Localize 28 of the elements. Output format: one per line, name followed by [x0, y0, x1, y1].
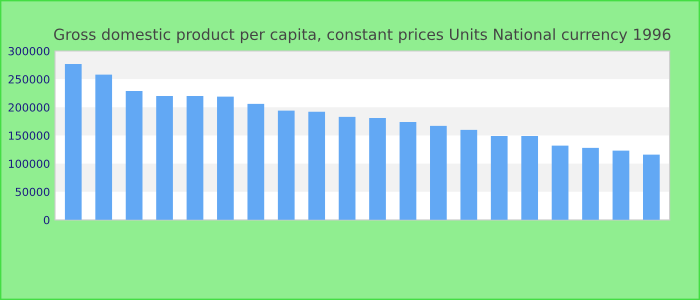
bar [217, 96, 234, 220]
y-tick-label: 0 [44, 216, 50, 224]
bar [612, 150, 630, 220]
y-tick-label: 200000 [8, 103, 50, 112]
bar [490, 136, 508, 220]
bar [642, 154, 660, 220]
chart-title: Gross domestic product per capita, constant prices Units National currency 1996 [54, 28, 670, 44]
bar [126, 90, 142, 220]
bar [64, 64, 82, 220]
y-tick-label: 150000 [8, 131, 50, 140]
bar [308, 112, 326, 220]
bar [400, 122, 416, 220]
bar [430, 126, 447, 220]
bar [156, 96, 173, 220]
bar [95, 74, 112, 220]
bar [247, 104, 264, 220]
bar [338, 116, 356, 220]
bar [369, 118, 386, 220]
bar [582, 148, 599, 220]
y-tick-label: 300000 [8, 46, 50, 56]
bar [552, 146, 568, 220]
bar [521, 136, 538, 220]
y-tick-label: 100000 [8, 160, 50, 168]
y-tick-label: 250000 [8, 75, 50, 84]
y-tick-label: 50000 [16, 188, 50, 196]
bar [460, 130, 478, 220]
bar [278, 110, 295, 220]
bar [186, 96, 204, 220]
